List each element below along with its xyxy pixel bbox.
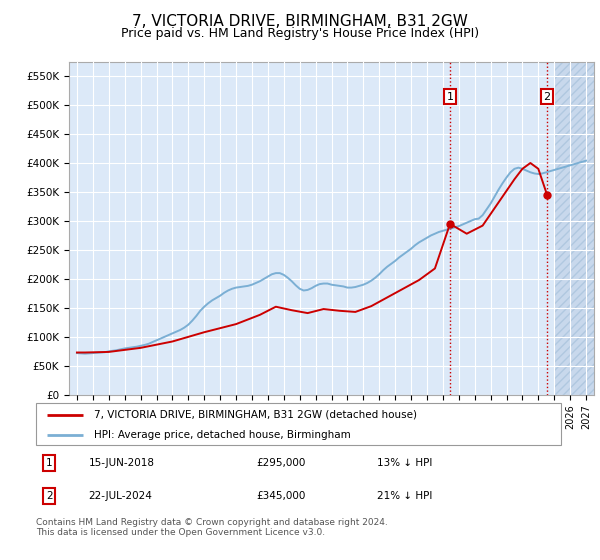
Text: £345,000: £345,000 bbox=[257, 491, 306, 501]
Text: 15-JUN-2018: 15-JUN-2018 bbox=[89, 458, 155, 468]
Text: Contains HM Land Registry data © Crown copyright and database right 2024.
This d: Contains HM Land Registry data © Crown c… bbox=[36, 518, 388, 538]
Text: 1: 1 bbox=[446, 92, 454, 101]
Text: 2: 2 bbox=[46, 491, 52, 501]
Text: 2: 2 bbox=[544, 92, 551, 101]
Text: 21% ↓ HPI: 21% ↓ HPI bbox=[377, 491, 433, 501]
Text: £295,000: £295,000 bbox=[257, 458, 306, 468]
Text: 1: 1 bbox=[46, 458, 52, 468]
Text: Price paid vs. HM Land Registry's House Price Index (HPI): Price paid vs. HM Land Registry's House … bbox=[121, 27, 479, 40]
FancyBboxPatch shape bbox=[36, 403, 561, 445]
Bar bbox=[554, 62, 594, 395]
Text: HPI: Average price, detached house, Birmingham: HPI: Average price, detached house, Birm… bbox=[94, 430, 350, 440]
Text: 7, VICTORIA DRIVE, BIRMINGHAM, B31 2GW: 7, VICTORIA DRIVE, BIRMINGHAM, B31 2GW bbox=[132, 14, 468, 29]
Text: 7, VICTORIA DRIVE, BIRMINGHAM, B31 2GW (detached house): 7, VICTORIA DRIVE, BIRMINGHAM, B31 2GW (… bbox=[94, 409, 417, 419]
Text: 13% ↓ HPI: 13% ↓ HPI bbox=[377, 458, 433, 468]
Text: 22-JUL-2024: 22-JUL-2024 bbox=[89, 491, 152, 501]
